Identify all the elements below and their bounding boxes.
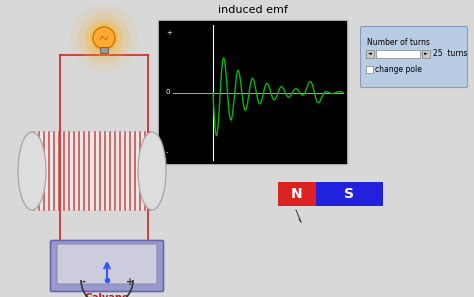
Text: -: - bbox=[166, 149, 168, 155]
Bar bbox=[100, 47, 108, 53]
Text: -: - bbox=[82, 277, 86, 287]
FancyBboxPatch shape bbox=[361, 26, 467, 88]
Ellipse shape bbox=[18, 132, 46, 210]
Bar bbox=[376, 50, 420, 58]
Text: induced emf: induced emf bbox=[218, 5, 288, 15]
Text: S: S bbox=[345, 187, 355, 201]
Text: +: + bbox=[166, 30, 172, 36]
Circle shape bbox=[85, 19, 123, 57]
Circle shape bbox=[93, 27, 115, 49]
Text: ◄: ◄ bbox=[368, 51, 372, 56]
Text: +: + bbox=[126, 277, 134, 287]
Circle shape bbox=[78, 12, 130, 64]
Text: change pole: change pole bbox=[375, 65, 422, 74]
Bar bbox=[366, 66, 373, 73]
FancyBboxPatch shape bbox=[51, 241, 164, 291]
Bar bbox=[158, 20, 348, 165]
Bar bbox=[278, 182, 316, 206]
Text: 25  turns: 25 turns bbox=[433, 50, 467, 59]
Circle shape bbox=[90, 24, 118, 52]
FancyBboxPatch shape bbox=[57, 244, 157, 284]
Text: Number of turns: Number of turns bbox=[367, 38, 430, 47]
Ellipse shape bbox=[138, 132, 166, 210]
Bar bbox=[32, 132, 152, 210]
Text: 0: 0 bbox=[166, 89, 171, 96]
Bar bbox=[422, 50, 430, 58]
Text: ►: ► bbox=[424, 51, 428, 56]
Bar bbox=[316, 182, 383, 206]
Bar bbox=[366, 50, 374, 58]
Text: Galvano: Galvano bbox=[85, 293, 129, 297]
Circle shape bbox=[70, 4, 138, 72]
Text: N: N bbox=[291, 187, 303, 201]
